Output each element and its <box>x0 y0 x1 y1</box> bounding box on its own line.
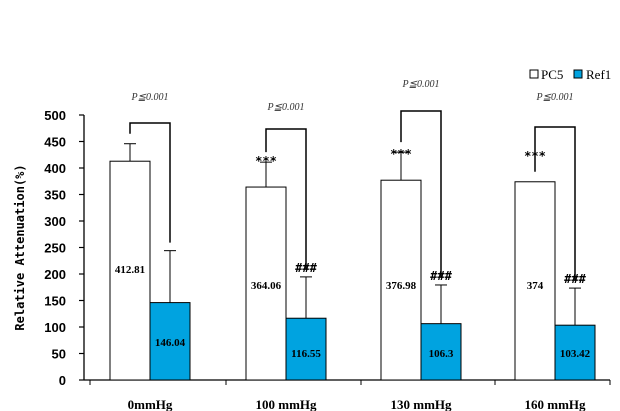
x-category-label: 100 mmHg <box>255 397 317 411</box>
bar-pc5 <box>380 179 422 381</box>
data-label: 364.06 <box>251 280 282 292</box>
data-label: 103.42 <box>560 348 591 360</box>
y-tick-label: 300 <box>44 214 66 229</box>
significance-bracket <box>534 126 576 281</box>
p-value-label: P≦0.001 <box>131 92 169 103</box>
y-tick-label: 200 <box>44 267 66 282</box>
data-label: 412.81 <box>115 264 145 276</box>
p-value-label: P≦0.001 <box>402 79 440 90</box>
y-tick-label: 500 <box>44 108 66 123</box>
data-label: 374 <box>527 280 544 292</box>
p-value-label: P≦0.001 <box>536 92 574 103</box>
p-value-label: P≦0.001 <box>267 102 305 113</box>
y-tick-label: 100 <box>44 320 66 335</box>
y-tick-label: 150 <box>44 294 66 309</box>
bar-ref1 <box>149 302 191 381</box>
data-label: 106.3 <box>429 348 454 360</box>
bar-pc5 <box>109 160 151 381</box>
y-tick-label: 450 <box>44 135 66 150</box>
x-category-label: 130 mmHg <box>390 397 452 411</box>
bar-pc5 <box>514 181 556 381</box>
bars <box>109 143 596 381</box>
x-category-label: 0mmHg <box>128 397 173 411</box>
significance-bracket <box>265 128 307 269</box>
annotations: 412.81146.04P≦0.001364.06116.55***###P≦0… <box>115 79 591 360</box>
bar-ref1 <box>554 324 596 381</box>
legend-swatch-ref1 <box>573 69 583 79</box>
y-tick-label: 0 <box>59 373 66 388</box>
bar-pc5 <box>245 186 287 381</box>
significance-marker: *** <box>390 147 412 161</box>
data-label: 116.55 <box>291 348 321 360</box>
data-label: 376.98 <box>386 280 417 292</box>
y-tick-label: 250 <box>44 241 66 256</box>
legend: PC5 Ref1 <box>529 67 611 82</box>
y-axis-title: Relative Attenuation(%) <box>13 164 27 330</box>
significance-bracket <box>129 122 171 243</box>
bar-ref1 <box>420 323 462 381</box>
y-tick-label: 400 <box>44 161 66 176</box>
significance-bracket <box>400 110 442 277</box>
x-category-label: 160 mmHg <box>524 397 586 411</box>
legend-label-pc5: PC5 <box>541 67 563 82</box>
y-tick-label: 50 <box>52 347 66 362</box>
axes: 0 50 100 150 200 250 300 350 400 450 500 Relative A… <box>13 108 611 411</box>
data-label: 146.04 <box>155 337 186 349</box>
legend-swatch-pc5 <box>529 69 539 79</box>
y-tick-label: 350 <box>44 188 66 203</box>
legend-label-ref1: Ref1 <box>586 67 611 82</box>
significance-marker: *** <box>255 154 277 168</box>
bar-ref1 <box>285 317 327 381</box>
